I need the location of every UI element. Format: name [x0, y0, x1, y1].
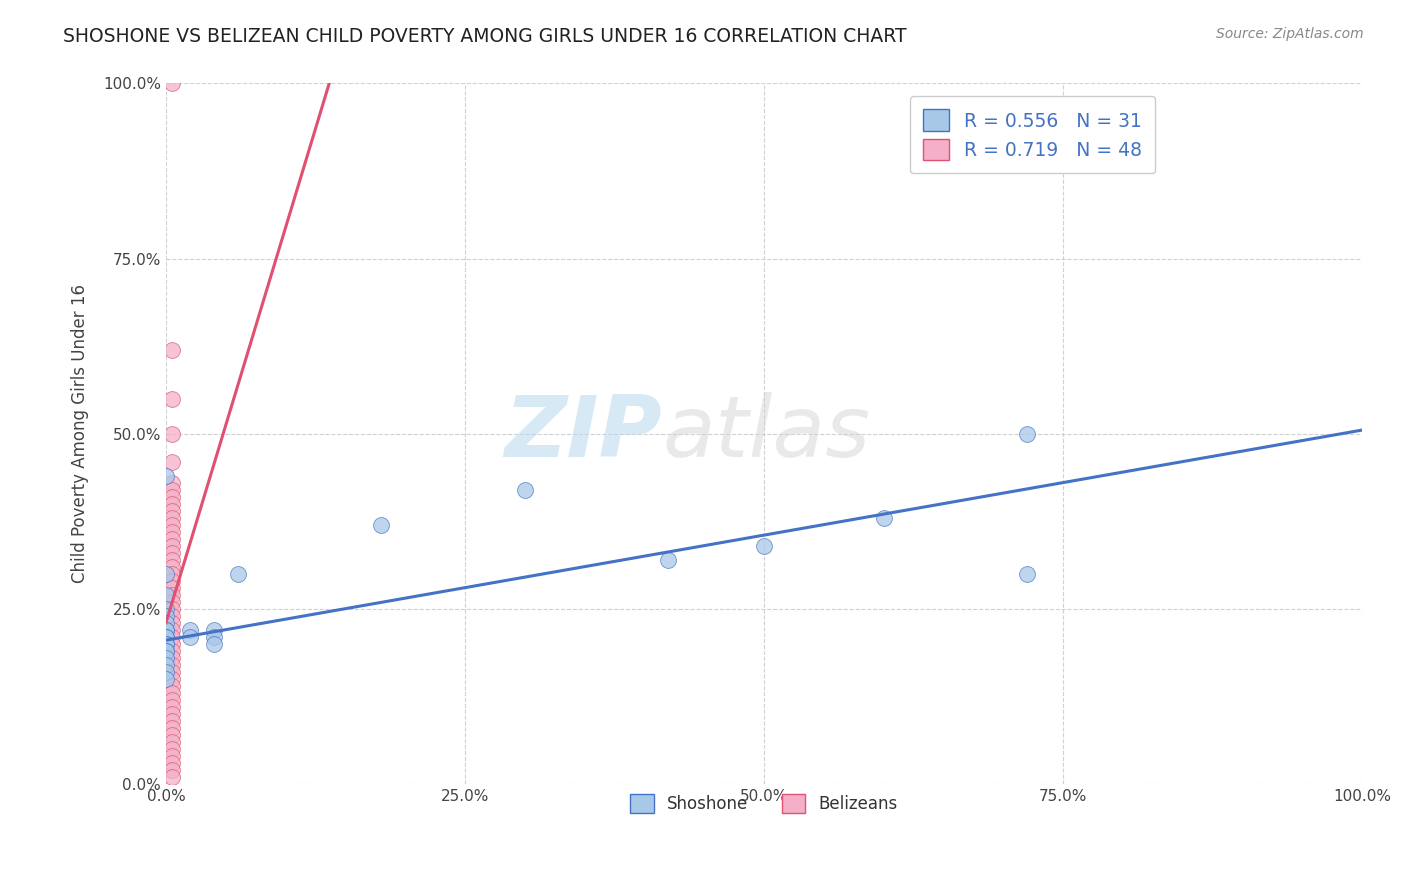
Point [160, 559, 183, 574]
Point [160, 608, 183, 623]
Point [160, 475, 183, 490]
Point [160, 77, 183, 91]
Point [155, 566, 177, 581]
Point [160, 539, 183, 553]
Point [752, 539, 775, 553]
Point [226, 566, 249, 581]
Point [160, 574, 183, 588]
Point [202, 623, 225, 637]
Point [160, 392, 183, 406]
Point [160, 735, 183, 749]
Point [160, 630, 183, 644]
Legend: Shoshone, Belizeans: Shoshone, Belizeans [619, 782, 910, 824]
Point [160, 706, 183, 721]
Point [160, 756, 183, 770]
Point [1017, 566, 1039, 581]
Point [160, 623, 183, 637]
Point [155, 637, 177, 651]
Point [160, 510, 183, 524]
Point [202, 630, 225, 644]
Point [160, 699, 183, 714]
Point [160, 497, 183, 511]
Y-axis label: Child Poverty Among Girls Under 16: Child Poverty Among Girls Under 16 [72, 284, 89, 583]
Text: atlas: atlas [662, 392, 870, 475]
Point [155, 643, 177, 657]
Point [160, 426, 183, 441]
Point [513, 483, 536, 497]
Point [160, 721, 183, 735]
Point [160, 546, 183, 560]
Point [160, 343, 183, 357]
Point [160, 714, 183, 728]
Point [155, 630, 177, 644]
Point [160, 532, 183, 546]
Point [155, 623, 177, 637]
Point [160, 595, 183, 609]
Point [160, 490, 183, 504]
Point [160, 728, 183, 742]
Point [179, 630, 201, 644]
Point [160, 657, 183, 672]
Point [179, 623, 201, 637]
Point [370, 517, 392, 532]
Point [160, 566, 183, 581]
Point [160, 679, 183, 693]
Point [160, 741, 183, 756]
Point [160, 524, 183, 539]
Point [160, 588, 183, 602]
Point [155, 643, 177, 657]
Point [160, 748, 183, 763]
Point [872, 510, 894, 524]
Text: SHOSHONE VS BELIZEAN CHILD POVERTY AMONG GIRLS UNDER 16 CORRELATION CHART: SHOSHONE VS BELIZEAN CHILD POVERTY AMONG… [63, 27, 907, 45]
Point [155, 623, 177, 637]
Point [155, 601, 177, 615]
Point [155, 665, 177, 679]
Point [202, 637, 225, 651]
Point [155, 468, 177, 483]
Point [155, 650, 177, 665]
Point [160, 454, 183, 468]
Text: Source: ZipAtlas.com: Source: ZipAtlas.com [1216, 27, 1364, 41]
Point [155, 672, 177, 686]
Point [160, 665, 183, 679]
Point [155, 588, 177, 602]
Point [160, 581, 183, 595]
Point [160, 503, 183, 517]
Point [160, 650, 183, 665]
Text: ZIP: ZIP [505, 392, 662, 475]
Point [155, 630, 177, 644]
Point [160, 692, 183, 706]
Point [160, 615, 183, 630]
Point [160, 672, 183, 686]
Point [155, 615, 177, 630]
Point [160, 770, 183, 784]
Point [160, 643, 183, 657]
Point [160, 517, 183, 532]
Point [155, 608, 177, 623]
Point [160, 763, 183, 777]
Point [1017, 426, 1039, 441]
Point [160, 552, 183, 566]
Point [657, 552, 679, 566]
Point [155, 637, 177, 651]
Point [160, 601, 183, 615]
Point [155, 657, 177, 672]
Point [160, 483, 183, 497]
Point [160, 637, 183, 651]
Point [160, 686, 183, 700]
